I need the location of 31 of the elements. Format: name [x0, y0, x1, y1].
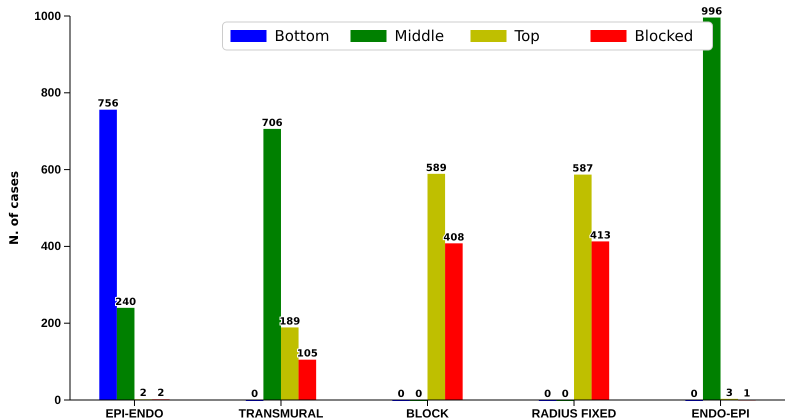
legend-label: Top	[514, 27, 540, 45]
y-tick-label: 800	[40, 86, 62, 100]
data-label: 587	[572, 164, 594, 175]
data-label: 996	[701, 6, 722, 18]
y-tick-label: 400	[40, 239, 62, 254]
data-label: 3	[726, 388, 733, 399]
y-tick-label: 1000	[34, 8, 62, 23]
data-label: 589	[426, 162, 447, 174]
data-label: 0	[398, 389, 405, 400]
data-label: 706	[262, 118, 283, 129]
x-tick-label: EPI-ENDO	[105, 406, 164, 420]
x-tick-label: ENDO-EPI	[692, 406, 750, 420]
data-label: 0	[251, 389, 258, 400]
data-label: 2	[157, 388, 164, 400]
legend-label: Middle	[394, 27, 444, 45]
y-tick-label: 600	[40, 162, 62, 176]
data-label: 0	[415, 389, 422, 400]
x-tick-label: RADIUS FIXED	[532, 406, 617, 420]
y-tick-label: 0	[54, 392, 62, 407]
x-tick-label: TRANSMURAL	[238, 406, 324, 420]
y-axis-title: N. of cases	[7, 170, 21, 246]
legend-label: Bottom	[274, 27, 330, 45]
x-tick-label: BLOCK	[406, 406, 450, 420]
data-label: 2	[140, 388, 147, 400]
data-label: 0	[562, 389, 569, 400]
data-label: 756	[98, 98, 119, 110]
y-tick-label: 200	[40, 316, 62, 330]
legend-label: Blocked	[634, 27, 694, 45]
data-label: 0	[544, 389, 552, 400]
data-label: 0	[690, 389, 698, 400]
data-label: 1	[743, 388, 750, 400]
